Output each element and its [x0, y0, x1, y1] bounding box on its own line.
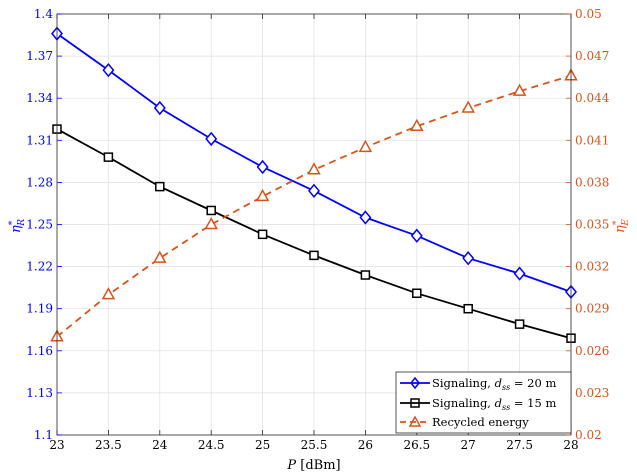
y-left-sub: R: [17, 219, 27, 227]
x-tick-label: 23: [49, 438, 64, 452]
legend-label-1: Signaling, dss = 20 m: [432, 376, 556, 392]
y-left-tick-label: 1.25: [26, 218, 53, 232]
x-axis-var: P: [286, 458, 296, 472]
y-left-var: η: [9, 225, 24, 233]
y-left-tick-label: 1.13: [26, 386, 53, 400]
legend-label-2: Signaling, dss = 15 m: [432, 396, 556, 412]
x-tick-label: 26.5: [403, 438, 430, 452]
data-point-diamond: [359, 210, 372, 225]
y-right-tick-label: 0.038: [575, 175, 609, 189]
data-point-square: [412, 288, 422, 299]
legend-entry-2: Signaling, dss = 15 m: [400, 396, 556, 412]
x-tick-label: 27: [461, 438, 476, 452]
y-left-tick-label: 1.34: [26, 91, 53, 105]
x-tick-label: 24: [152, 438, 168, 452]
data-point-triangle: [101, 287, 116, 300]
y-right-tick-label: 0.026: [575, 344, 609, 358]
y-right-sub: E: [621, 219, 631, 227]
x-tick-label: 26: [358, 438, 373, 452]
ticks: 23 23.5 24 24.5 25 25.5 26 26.5 27 27.5 28 1.1 1.13 1…: [26, 7, 609, 452]
data-point-triangle: [512, 83, 527, 96]
legend-entry-1: Signaling, dss = 20 m: [400, 376, 556, 392]
y-right-tick-label: 0.023: [575, 386, 609, 400]
legend-label-1-var: d: [495, 376, 502, 390]
y-right-sup: *: [612, 220, 622, 225]
data-point-square: [257, 229, 268, 240]
legend-label-1-sub: ss: [502, 383, 510, 392]
y-left-tick-label: 1.28: [26, 175, 53, 189]
legend-marker-1: [410, 376, 420, 390]
data-point-triangle: [255, 188, 270, 202]
legend-label-2-sub: ss: [502, 403, 510, 412]
series-line-3: [56, 74, 572, 338]
legend-label-2-prefix: Signaling,: [432, 396, 495, 410]
data-point-triangle: [204, 216, 218, 230]
legend-label-1-suffix: = 20 m: [510, 376, 556, 390]
y-right-tick-label: 0.041: [575, 133, 609, 147]
y-left-sup: *: [8, 220, 18, 225]
data-point-triangle: [153, 250, 167, 263]
y-left-tick-label: 1.1: [34, 428, 53, 442]
y-right-tick-label: 0.047: [575, 49, 609, 63]
x-tick-label: 27.5: [506, 438, 533, 452]
y-left-tick-label: 1.22: [26, 260, 53, 274]
y-left-tick-label: 1.4: [34, 7, 53, 21]
y-right-tick-label: 0.044: [575, 91, 610, 105]
x-tick-label: 23.5: [95, 438, 122, 452]
x-axis-unit: [dBm]: [296, 458, 340, 472]
data-point-diamond: [308, 183, 320, 198]
legend-marker-2: [410, 398, 420, 408]
y-left-tick-label: 1.31: [26, 133, 53, 147]
y-left-tick-label: 1.19: [26, 302, 53, 316]
data-point-triangle: [358, 139, 373, 153]
data-point-triangle: [307, 162, 321, 175]
legend: Signaling, dss = 20 m Signaling, dss = 1…: [395, 371, 572, 434]
x-tick-label: 28: [563, 438, 578, 452]
data-point-diamond: [513, 266, 526, 281]
data-point-triangle: [461, 100, 475, 113]
y-right-tick-label: 0.05: [575, 7, 602, 21]
x-tick-label: 24.5: [198, 438, 225, 452]
y-right-tick-label: 0.032: [575, 260, 609, 274]
data-point-triangle: [410, 118, 424, 132]
data-point-square: [309, 250, 319, 261]
y-right-var: η: [613, 225, 628, 233]
series-layer: [50, 26, 578, 343]
legend-label-2-suffix: = 15 m: [510, 396, 556, 410]
y-right-tick-label: 0.029: [575, 302, 609, 316]
data-point-diamond: [153, 100, 166, 116]
y-right-tick-label: 0.02: [575, 428, 602, 442]
data-point-square: [103, 152, 114, 162]
data-point-diamond: [410, 228, 423, 243]
x-tick-label: 25: [255, 438, 270, 452]
data-point-square: [155, 181, 165, 192]
data-point-diamond: [462, 251, 475, 266]
y-left-axis-label: η*R: [8, 219, 27, 233]
y-left-tick-label: 1.16: [26, 344, 53, 358]
legend-label-2-var: d: [495, 396, 502, 410]
data-point-square: [206, 205, 216, 216]
data-point-diamond: [205, 131, 218, 147]
y-right-tick-label: 0.035: [575, 218, 609, 232]
legend-entry-3: Recycled energy: [400, 415, 529, 429]
data-point-square: [514, 319, 525, 329]
data-point-square: [463, 303, 473, 314]
y-left-tick-label: 1.37: [26, 49, 53, 63]
legend-marker-3: [408, 415, 422, 427]
data-point-square: [360, 270, 371, 280]
legend-label-3: Recycled energy: [432, 415, 529, 429]
y-right-axis-label: η*E: [612, 219, 631, 233]
legend-label-1-prefix: Signaling,: [432, 376, 495, 390]
data-point-diamond: [256, 159, 269, 175]
x-tick-label: 25.5: [301, 438, 328, 452]
x-axis-label: P [dBm]: [286, 458, 340, 472]
data-point-diamond: [102, 62, 115, 78]
